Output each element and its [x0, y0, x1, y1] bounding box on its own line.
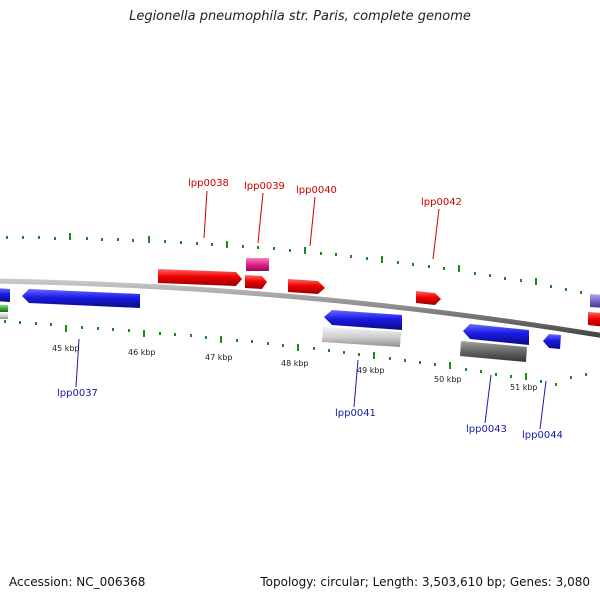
gene-lpp0040[interactable]: [288, 279, 325, 294]
gene-edge-right[interactable]: [588, 312, 600, 327]
gene-label-lpp0038[interactable]: lpp0038: [188, 178, 229, 189]
ruler-label: 51 kbp: [510, 383, 538, 392]
gene-lpp0041[interactable]: [324, 310, 402, 330]
accession-text: Accession: NC_006368: [9, 575, 146, 589]
forward-genes: [158, 258, 600, 327]
forward-gene-labels: lpp0038 lpp0039 lpp0040 lpp0042: [188, 178, 462, 208]
reverse-gene-labels: lpp0037 lpp0041 lpp0043 lpp0044: [57, 388, 563, 441]
feature-lpp0041-gray[interactable]: [322, 327, 401, 347]
gene-lpp0044[interactable]: [543, 334, 561, 349]
gene-lpp0038[interactable]: [158, 269, 242, 286]
gene-label-lpp0037[interactable]: lpp0037: [57, 388, 98, 399]
ruler-label: 48 kbp: [281, 359, 309, 368]
gene-lpp0043[interactable]: [463, 324, 529, 345]
ruler-label: 50 kbp: [434, 375, 462, 384]
feature-edge-gray[interactable]: [0, 313, 8, 319]
reverse-genes: [0, 288, 561, 362]
gene-lpp0039[interactable]: [245, 275, 267, 289]
gene-lpp0037[interactable]: [22, 289, 140, 308]
ruler-label: 46 kbp: [128, 348, 156, 357]
ruler-label: 49 kbp: [357, 366, 385, 375]
ruler-label: 45 kbp: [52, 344, 80, 353]
gene-edge-left[interactable]: [0, 288, 10, 302]
ruler-label: 47 kbp: [205, 353, 233, 362]
feature-edge-purple[interactable]: [590, 294, 600, 308]
gene-label-lpp0041[interactable]: lpp0041: [335, 408, 376, 419]
gene-label-lpp0043[interactable]: lpp0043: [466, 424, 507, 435]
gene-lpp0042[interactable]: [416, 291, 441, 305]
gene-label-lpp0044[interactable]: lpp0044: [522, 430, 563, 441]
ruler-labels: 45 kbp 46 kbp 47 kbp 48 kbp 49 kbp 50 kb…: [52, 344, 538, 392]
genome-summary-text: Topology: circular; Length: 3,503,610 bp…: [260, 575, 590, 589]
feature-lpp0043-gray[interactable]: [460, 341, 527, 362]
reverse-label-leaders: [75, 338, 547, 430]
map-title: Legionella pneumophila str. Paris, compl…: [129, 9, 471, 24]
forward-label-leaders: [203, 190, 440, 260]
gene-label-lpp0039[interactable]: lpp0039: [244, 181, 285, 192]
upper-tick-track: [6, 233, 582, 294]
gene-label-lpp0042[interactable]: lpp0042: [421, 197, 462, 208]
gene-label-lpp0040[interactable]: lpp0040: [296, 185, 337, 196]
feature-lpp0039-rna[interactable]: [246, 258, 269, 271]
feature-edge-green[interactable]: [0, 305, 8, 312]
lower-tick-track: [4, 320, 587, 386]
genome-backbone: [0, 278, 600, 338]
